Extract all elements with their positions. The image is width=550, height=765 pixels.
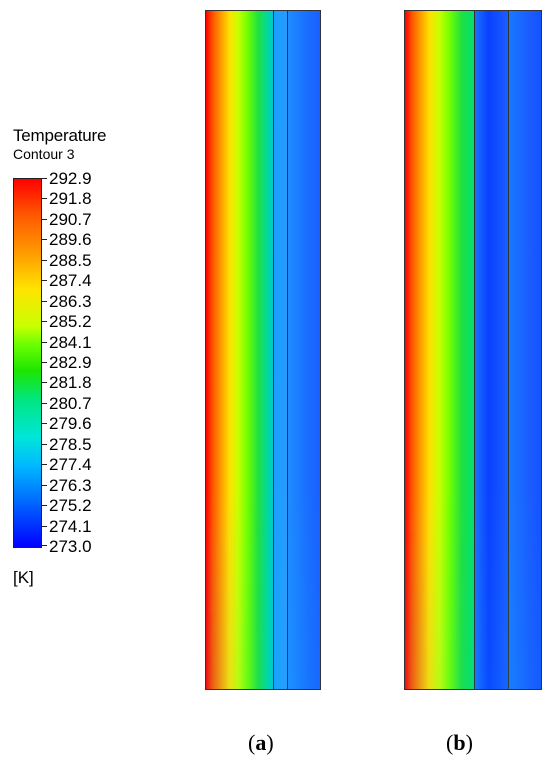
color-bar-ticks — [42, 178, 48, 546]
color-bar-tick — [42, 505, 47, 507]
color-bar-label: 274.1 — [49, 516, 92, 536]
color-bar-tick — [42, 423, 47, 425]
color-bar-tick — [42, 198, 47, 200]
color-bar-tick — [42, 525, 47, 527]
panel-a-gradient-region — [206, 11, 273, 689]
color-bar-label: 286.3 — [49, 291, 92, 311]
caption-a: (a) — [248, 730, 274, 755]
color-bar-label: 289.6 — [49, 230, 92, 250]
panel-b-gradient-region — [405, 11, 474, 689]
color-bar-tick — [42, 484, 47, 486]
panel-b-band-1 — [474, 11, 509, 689]
color-bar-label: 292.9 — [49, 169, 92, 188]
color-bar-tick — [42, 218, 47, 220]
color-bar-label: 291.8 — [49, 189, 92, 209]
contour-panel-b — [404, 10, 542, 690]
color-bar-tick — [42, 464, 47, 466]
contour-panel-a — [205, 10, 321, 690]
panel-a-band-2 — [287, 11, 320, 689]
panel-a-band-1 — [273, 11, 288, 689]
color-bar-tick — [42, 402, 47, 404]
color-bar-label: 284.1 — [49, 332, 92, 352]
color-bar-tick — [42, 178, 47, 179]
color-bar-label: 278.5 — [49, 434, 92, 454]
color-bar-label: 280.7 — [49, 393, 92, 413]
color-bar-tick — [42, 362, 47, 363]
color-bar-tick — [42, 443, 47, 445]
caption-b: (b) — [446, 730, 473, 755]
color-bar-label: 276.3 — [49, 475, 92, 495]
color-bar-tick — [42, 545, 47, 546]
color-bar-label: 287.4 — [49, 271, 92, 291]
color-bar-label: 279.6 — [49, 414, 92, 434]
color-bar-label: 273.0 — [49, 537, 92, 556]
panel-a-shade — [206, 11, 320, 689]
color-bar-tick — [42, 321, 47, 323]
color-bar-label: 288.5 — [49, 250, 92, 270]
color-bar-tick — [42, 341, 47, 343]
color-bar-tick — [42, 259, 47, 261]
color-bar-label: 275.2 — [49, 496, 92, 516]
color-bar-tick — [42, 382, 47, 384]
color-bar-label: 282.9 — [49, 353, 92, 372]
color-bar — [13, 178, 42, 548]
caption-b-letter: b — [453, 730, 466, 755]
panel-b-shade — [405, 11, 541, 689]
color-bar-tick — [42, 300, 47, 302]
legend-subtitle: Contour 3 — [13, 146, 75, 162]
caption-a-letter: a — [255, 730, 267, 755]
color-bar-label: 281.8 — [49, 373, 92, 393]
color-bar-tick — [42, 239, 47, 241]
panel-b-band-2 — [508, 11, 541, 689]
legend-unit: [K] — [13, 568, 34, 587]
color-bar-tick — [42, 280, 47, 282]
color-bar-label: 277.4 — [49, 455, 92, 475]
color-bar-label: 285.2 — [49, 312, 92, 332]
color-bar-label: 290.7 — [49, 209, 92, 229]
legend-title: Temperature — [13, 126, 107, 145]
